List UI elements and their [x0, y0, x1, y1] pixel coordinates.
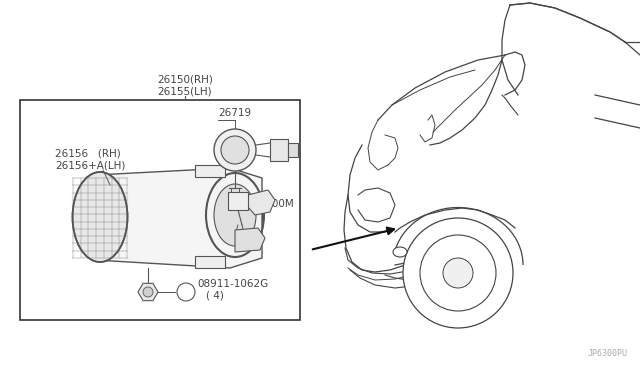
Text: 26156+A(LH): 26156+A(LH)	[55, 160, 125, 170]
Polygon shape	[95, 168, 262, 268]
Text: 24100M: 24100M	[252, 199, 294, 209]
Text: 26156   (RH): 26156 (RH)	[55, 148, 121, 158]
Text: JP6300PU: JP6300PU	[588, 349, 628, 358]
Ellipse shape	[221, 136, 249, 164]
Circle shape	[177, 283, 195, 301]
Text: N: N	[182, 288, 189, 296]
Ellipse shape	[214, 129, 256, 171]
Circle shape	[443, 258, 473, 288]
Text: 26150(RH): 26150(RH)	[157, 74, 213, 84]
Circle shape	[420, 235, 496, 311]
Ellipse shape	[207, 175, 262, 255]
Circle shape	[403, 218, 513, 328]
Ellipse shape	[393, 247, 407, 257]
Bar	[288, 143, 298, 157]
Polygon shape	[248, 190, 275, 215]
Ellipse shape	[72, 172, 127, 262]
Ellipse shape	[214, 184, 256, 246]
Circle shape	[143, 287, 153, 297]
Bar	[20, 100, 300, 320]
Bar	[270, 139, 288, 161]
Text: ( 4): ( 4)	[206, 290, 224, 300]
Polygon shape	[235, 228, 265, 252]
Bar	[228, 192, 248, 210]
Text: 26155(LH): 26155(LH)	[157, 86, 212, 96]
Bar	[195, 165, 225, 177]
Text: 26719: 26719	[218, 108, 251, 118]
Bar	[195, 256, 225, 268]
Text: 08911-1062G: 08911-1062G	[197, 279, 268, 289]
